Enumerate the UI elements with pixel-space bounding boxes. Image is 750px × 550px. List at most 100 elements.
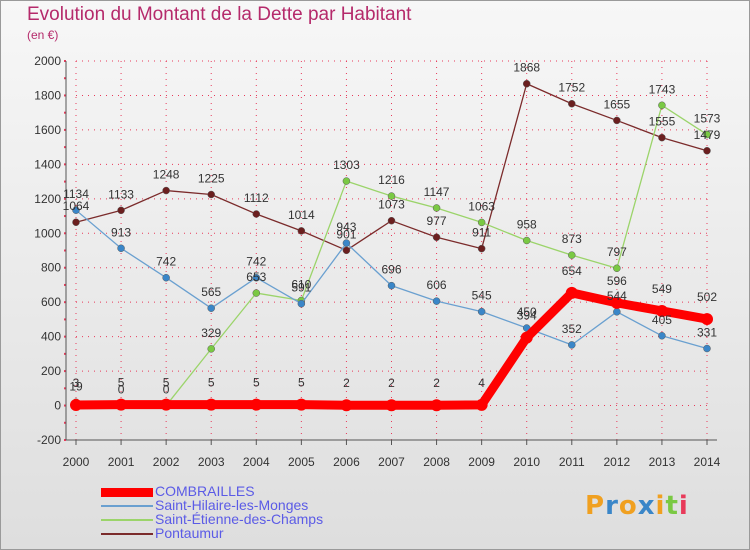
data-label: 2 [388, 376, 395, 390]
data-label: 977 [427, 214, 447, 228]
y-tick-label: 1200 [34, 192, 61, 206]
x-tick-label: 2005 [288, 455, 315, 469]
data-point [520, 331, 533, 344]
data-point [387, 281, 396, 290]
logo-letter: i [655, 491, 666, 521]
data-point [565, 286, 578, 299]
data-point [297, 227, 306, 235]
data-label: 1147 [424, 185, 450, 199]
data-label: 1868 [513, 61, 540, 75]
data-label: 1073 [378, 198, 405, 212]
y-tick-label: 1800 [34, 88, 61, 102]
data-point [115, 398, 128, 411]
data-label: 653 [246, 270, 266, 284]
data-label: 1555 [649, 115, 676, 129]
data-point [117, 244, 125, 253]
data-label: 1655 [604, 97, 631, 111]
data-point [342, 177, 351, 185]
data-point [432, 297, 441, 305]
data-label: 3 [73, 376, 80, 390]
data-label: 901 [336, 227, 356, 241]
data-point [568, 251, 576, 259]
data-label: 958 [517, 218, 537, 232]
data-label: 913 [111, 225, 131, 239]
data-point [658, 332, 666, 340]
data-point [477, 307, 486, 316]
y-tick-label: 1000 [34, 226, 61, 240]
data-label: 742 [156, 255, 176, 269]
x-tick-label: 2010 [513, 455, 540, 469]
y-tick-label: 0 [54, 399, 61, 413]
data-point [207, 304, 215, 312]
data-label: 2 [433, 376, 440, 390]
data-label: 606 [427, 278, 447, 292]
data-point [252, 210, 261, 218]
data-label: 591 [291, 281, 311, 295]
data-label: 1134 [63, 187, 89, 201]
data-point [477, 244, 486, 253]
data-label: 797 [607, 245, 627, 259]
data-point [522, 79, 531, 88]
data-label: 654 [562, 264, 582, 278]
data-point [387, 216, 396, 225]
data-point [207, 190, 215, 199]
legend-label: Saint-Étienne-des-Champs [155, 511, 324, 527]
legend-label: Saint-Hilaire-les-Monges [155, 497, 309, 513]
data-point [72, 206, 80, 214]
data-label: 565 [201, 285, 221, 299]
data-label: 1573 [694, 112, 721, 126]
data-label: 873 [562, 232, 582, 246]
logo-letter: t [665, 491, 679, 521]
x-tick-label: 2011 [559, 455, 585, 469]
data-label: 696 [381, 263, 401, 277]
legend-swatch [101, 533, 153, 535]
data-label-layer: 3 5 5 5 5 5 2 2 2 4 394 654 596 549 502 1134 913 742 565 74… [63, 61, 721, 397]
y-tick-label: 1400 [34, 157, 61, 171]
data-label: 0 [163, 383, 170, 397]
x-tick-label: 2006 [333, 455, 360, 469]
data-point [252, 289, 261, 297]
data-label: 911 [472, 226, 491, 240]
data-point [340, 399, 353, 412]
x-tick-label: 2013 [649, 455, 676, 469]
data-point [430, 399, 443, 412]
data-label: 2 [343, 376, 350, 390]
x-tick-label: 2002 [153, 455, 180, 469]
data-point [117, 206, 125, 215]
y-tick-label: 200 [41, 364, 61, 378]
axis-layer: -200020040060080010001200140016001800200… [34, 54, 720, 469]
data-point [162, 273, 170, 282]
data-point [162, 186, 170, 195]
data-label: 5 [253, 376, 260, 390]
data-label: 943 [336, 220, 356, 234]
data-point [207, 345, 215, 353]
data-point [613, 308, 621, 316]
data-point [703, 147, 711, 155]
x-tick-label: 2008 [423, 455, 450, 469]
data-point [342, 239, 351, 247]
data-point [568, 99, 576, 108]
y-tick-label: -200 [37, 433, 61, 447]
data-label: 405 [652, 313, 672, 327]
data-label: 352 [562, 322, 582, 336]
data-label: 19 [69, 379, 83, 393]
y-tick-label: 2000 [34, 54, 61, 68]
data-label: 1743 [649, 82, 676, 96]
x-tick-label: 2009 [468, 455, 495, 469]
data-point [703, 130, 711, 139]
data-label: 742 [246, 255, 266, 269]
data-point [160, 398, 173, 411]
data-point [610, 296, 623, 309]
series-layer [70, 79, 713, 412]
data-label: 1063 [468, 199, 495, 213]
chart-subtitle: (en €) [27, 28, 59, 42]
legend-swatch [101, 519, 153, 521]
data-label: 1303 [333, 158, 360, 172]
logo-letter: P [585, 491, 606, 521]
data-point [432, 204, 441, 212]
data-point [70, 399, 82, 412]
data-point [703, 344, 711, 353]
logo-letter: o [618, 491, 638, 521]
data-label: 329 [201, 326, 221, 340]
